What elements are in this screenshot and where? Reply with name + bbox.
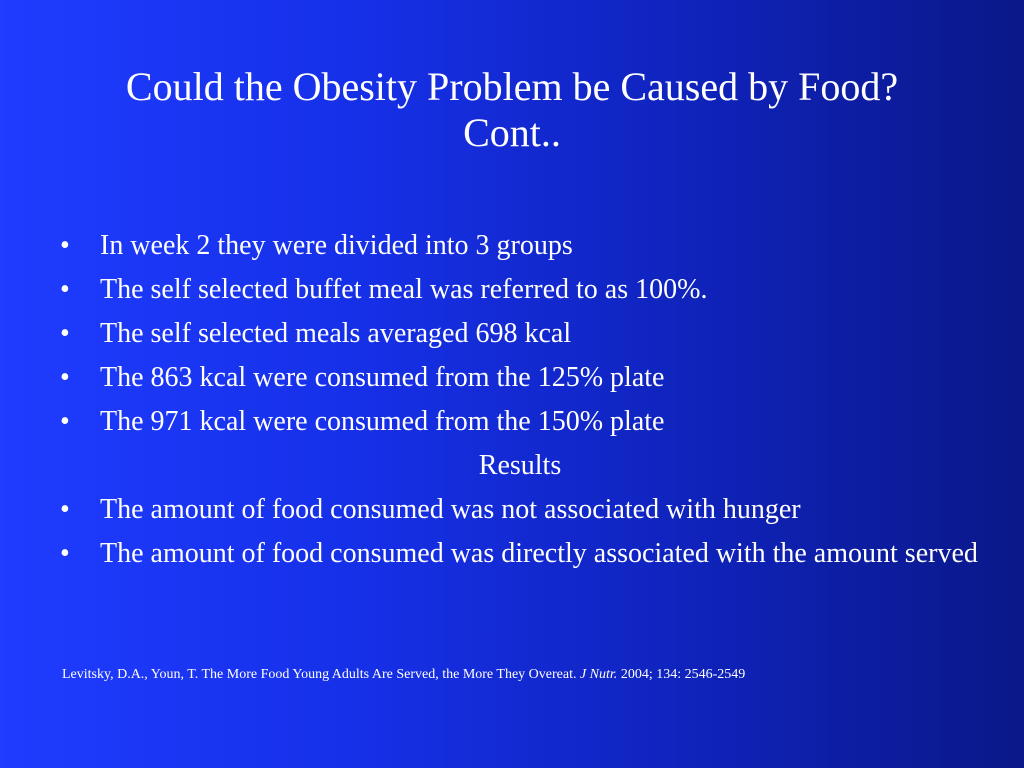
results-heading: Results xyxy=(478,450,562,481)
bullet-item: • In week 2 they were divided into 3 gro… xyxy=(60,228,980,263)
citation-text: Levitsky, D.A., Youn, T. The More Food Y… xyxy=(62,667,577,682)
citation: Levitsky, D.A., Youn, T. The More Food Y… xyxy=(62,666,982,684)
bullet-text: The amount of food consumed was directly… xyxy=(100,538,978,569)
citation-journal: J Nutr. xyxy=(579,667,618,682)
bullet-text: The self selected buffet meal was referr… xyxy=(100,274,708,305)
bullet-item: • The amount of food consumed was direct… xyxy=(60,536,980,571)
bullet-text: The 971 kcal were consumed from the 150%… xyxy=(100,406,665,437)
bullet-dot: • xyxy=(60,274,70,305)
bullet-item: • The self selected meals averaged 698 k… xyxy=(60,316,980,351)
bullet-item: • The amount of food consumed was not as… xyxy=(60,492,980,527)
bullet-text: The self selected meals averaged 698 kca… xyxy=(100,318,572,349)
bullet-text: In week 2 they were divided into 3 group… xyxy=(100,230,573,261)
slide-body: • In week 2 they were divided into 3 gro… xyxy=(60,228,980,580)
bullet-item: • The self selected buffet meal was refe… xyxy=(60,272,980,307)
bullet-dot: • xyxy=(60,362,70,393)
bullet-item: • The 863 kcal were consumed from the 12… xyxy=(60,360,980,395)
bullet-dot: • xyxy=(60,406,70,437)
slide-title: Could the Obesity Problem be Caused by F… xyxy=(40,64,984,156)
bullet-dot: • xyxy=(60,538,70,569)
bullet-text: The 863 kcal were consumed from the 125%… xyxy=(100,362,665,393)
bullet-item: • The 971 kcal were consumed from the 15… xyxy=(60,404,980,439)
bullet-dot: • xyxy=(60,318,70,349)
title-line-2: Cont.. xyxy=(463,110,561,155)
title-line-1: Could the Obesity Problem be Caused by F… xyxy=(125,64,899,109)
bullet-dot: • xyxy=(60,230,70,261)
bullet-dot: • xyxy=(60,494,70,525)
citation-details: 2004; 134: 2546-2549 xyxy=(620,667,746,682)
bullet-text: The amount of food consumed was not asso… xyxy=(100,494,801,525)
